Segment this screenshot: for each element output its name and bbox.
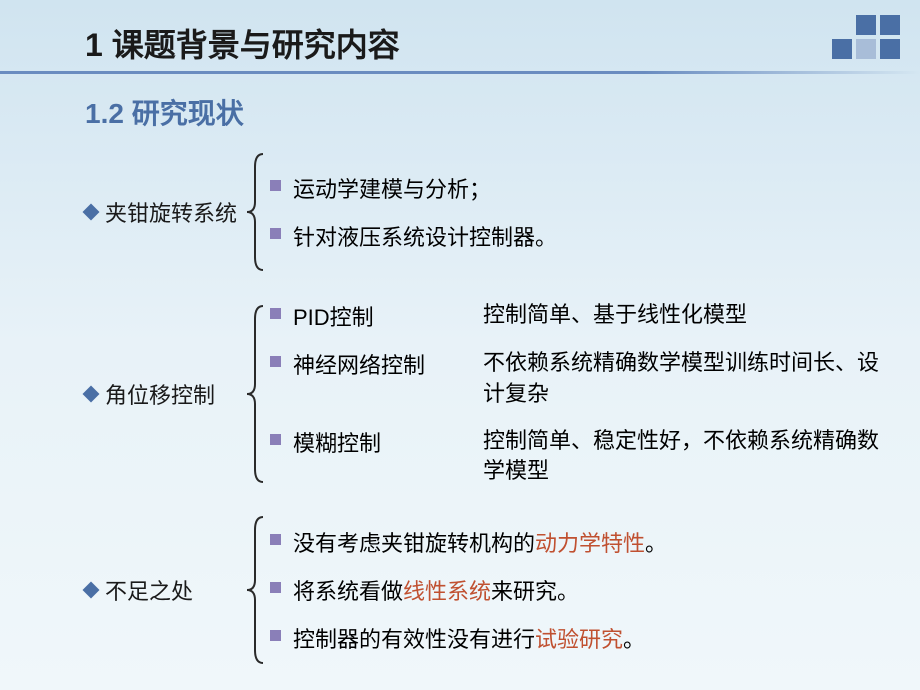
item-text: 将系统看做线性系统来研究。	[293, 574, 579, 606]
title-divider	[0, 71, 920, 74]
items-list: PID控制 控制简单、基于线性化模型 神经网络控制 不依赖系统精确数学模型训练时…	[270, 292, 900, 495]
section-label: 角位移控制	[85, 378, 240, 410]
section-label: 夹钳旋转系统	[85, 196, 240, 228]
item-desc: 控制简单、基于线性化模型	[483, 300, 900, 331]
brace-icon	[240, 152, 270, 272]
section-angle-control: 角位移控制 PID控制 控制简单、基于线性化模型 神经网络控制 不依赖系统精确数…	[85, 292, 900, 495]
item-text: PID控制	[293, 300, 443, 332]
square-bullet-icon	[270, 356, 281, 367]
label-text: 不足之处	[105, 574, 193, 606]
list-item: 神经网络控制 不依赖系统精确数学模型训练时间长、设计复杂	[270, 348, 900, 410]
square-bullet-icon	[270, 228, 281, 239]
items-list: 没有考虑夹钳旋转机构的动力学特性。 将系统看做线性系统来研究。 控制器的有效性没…	[270, 518, 900, 662]
square-bullet-icon	[270, 308, 281, 319]
section-label: 不足之处	[85, 574, 240, 606]
diamond-bullet-icon	[83, 385, 100, 402]
section-clamp-rotation: 夹钳旋转系统 运动学建模与分析； 针对液压系统设计控制器。	[85, 152, 900, 272]
list-item: 模糊控制 控制简单、稳定性好，不依赖系统精确数学模型	[270, 426, 900, 488]
items-list: 运动学建模与分析； 针对液压系统设计控制器。	[270, 164, 900, 260]
square-bullet-icon	[270, 434, 281, 445]
item-text: 控制器的有效性没有进行试验研究。	[293, 622, 645, 654]
content-area: 夹钳旋转系统 运动学建模与分析； 针对液压系统设计控制器。 角位移控制	[0, 142, 920, 665]
section-shortcomings: 不足之处 没有考虑夹钳旋转机构的动力学特性。 将系统看做线性系统来研究。 控制器…	[85, 515, 900, 665]
list-item: 没有考虑夹钳旋转机构的动力学特性。	[270, 526, 900, 558]
main-title: 1 课题背景与研究内容	[0, 0, 920, 71]
sub-title: 1.2 研究现状	[0, 84, 920, 142]
square-bullet-icon	[270, 630, 281, 641]
list-item: 运动学建模与分析；	[270, 172, 900, 204]
diamond-bullet-icon	[83, 582, 100, 599]
list-item: 将系统看做线性系统来研究。	[270, 574, 900, 606]
diamond-bullet-icon	[83, 204, 100, 221]
item-text: 没有考虑夹钳旋转机构的动力学特性。	[293, 526, 667, 558]
item-desc: 不依赖系统精确数学模型训练时间长、设计复杂	[483, 348, 900, 410]
item-text: 针对液压系统设计控制器。	[293, 220, 557, 252]
square-bullet-icon	[270, 180, 281, 191]
label-text: 角位移控制	[105, 378, 215, 410]
item-text: 模糊控制	[293, 426, 443, 458]
item-desc: 控制简单、稳定性好，不依赖系统精确数学模型	[483, 426, 900, 488]
brace-icon	[240, 304, 270, 484]
corner-decoration	[832, 15, 900, 59]
list-item: 控制器的有效性没有进行试验研究。	[270, 622, 900, 654]
square-bullet-icon	[270, 534, 281, 545]
item-text: 神经网络控制	[293, 348, 443, 380]
item-text: 运动学建模与分析；	[293, 172, 491, 204]
label-text: 夹钳旋转系统	[105, 196, 237, 228]
square-bullet-icon	[270, 582, 281, 593]
list-item: PID控制 控制简单、基于线性化模型	[270, 300, 900, 332]
list-item: 针对液压系统设计控制器。	[270, 220, 900, 252]
brace-icon	[240, 515, 270, 665]
